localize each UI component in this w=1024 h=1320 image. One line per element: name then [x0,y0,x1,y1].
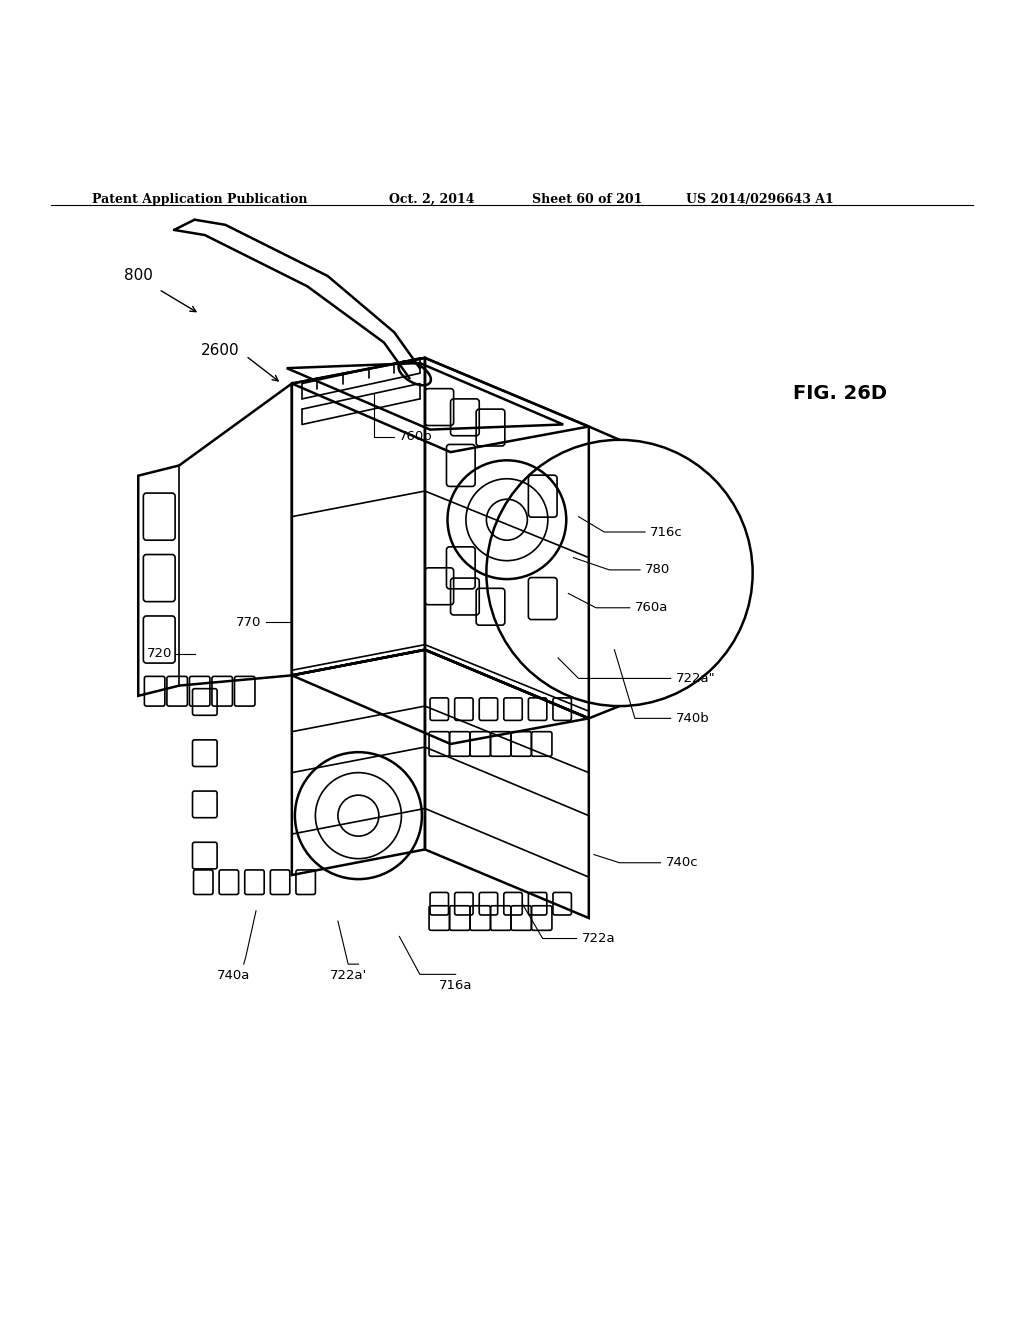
Text: 722a': 722a' [330,969,367,982]
Text: 770: 770 [236,615,261,628]
Text: US 2014/0296643 A1: US 2014/0296643 A1 [686,193,834,206]
Text: FIG. 26D: FIG. 26D [793,384,887,404]
Text: 740b: 740b [676,711,710,725]
Text: 716a: 716a [439,979,472,993]
Text: 740a: 740a [217,969,250,982]
Text: 716c: 716c [650,525,683,539]
Text: 722a": 722a" [676,672,716,685]
Text: 720: 720 [146,647,172,660]
Text: 800: 800 [124,268,153,284]
Text: 760b: 760b [399,430,433,444]
Text: 2600: 2600 [201,343,240,358]
Text: Oct. 2, 2014: Oct. 2, 2014 [389,193,474,206]
Text: 722a: 722a [582,932,615,945]
Text: Sheet 60 of 201: Sheet 60 of 201 [532,193,643,206]
Text: Patent Application Publication: Patent Application Publication [92,193,307,206]
Text: 780: 780 [645,564,671,577]
Text: 740c: 740c [666,857,698,870]
Text: 760a: 760a [635,602,669,614]
